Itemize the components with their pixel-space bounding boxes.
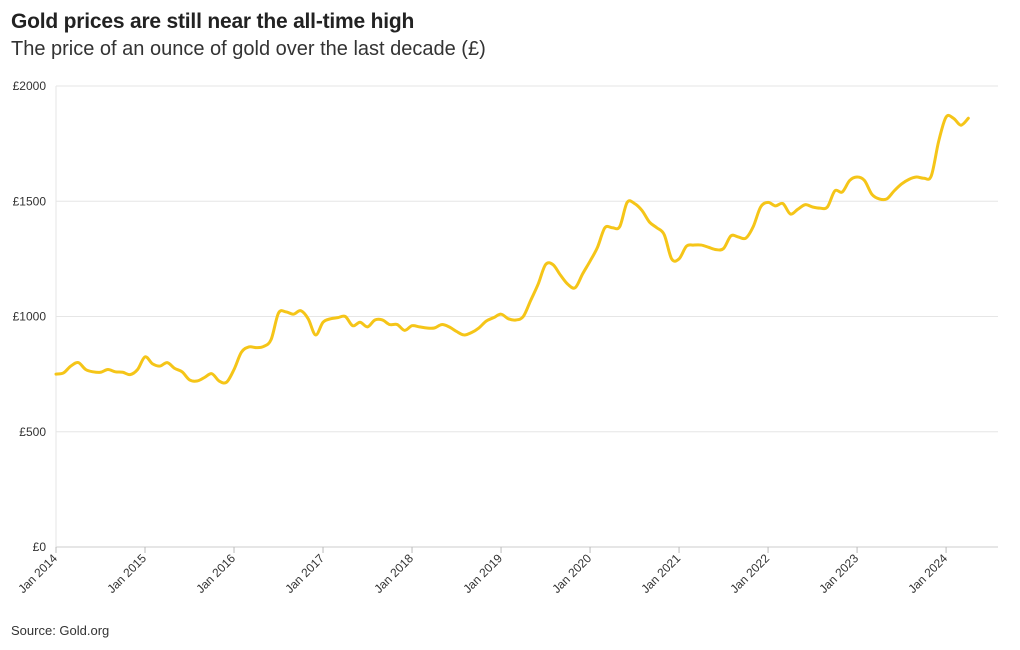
x-tick-label: Jan 2018 (371, 551, 416, 596)
x-tick-label: Jan 2021 (638, 551, 683, 596)
x-tick-label: Jan 2019 (460, 551, 505, 596)
gold-price-line (54, 113, 970, 385)
x-tick-label: Jan 2016 (193, 551, 238, 596)
x-tick-label: Jan 2020 (549, 551, 594, 596)
x-tick-label: Jan 2017 (282, 551, 327, 596)
x-tick-label: Jan 2014 (15, 551, 60, 596)
y-tick-label: £500 (19, 425, 46, 439)
y-tick-label: £0 (33, 540, 47, 554)
axis: £0 £500 £1000 £1500 £2000 Jan 2014 Jan 2015 Jan… (13, 79, 951, 596)
x-tick-label: Jan 2023 (816, 551, 861, 596)
y-tick-label: £2000 (13, 79, 47, 93)
chart-subtitle: The price of an ounce of gold over the l… (11, 38, 486, 60)
x-tick-label: Jan 2022 (727, 551, 772, 596)
x-tick-label: Jan 2024 (905, 551, 950, 596)
grid-lines (56, 85, 998, 548)
y-tick-label: £1000 (13, 310, 47, 324)
source-note: Source: Gold.org (11, 623, 110, 638)
y-tick-label: £1500 (13, 194, 47, 208)
x-tick-label: Jan 2015 (104, 551, 149, 596)
series-layer (54, 113, 970, 385)
chart-title: Gold prices are still near the all-time … (11, 10, 415, 33)
